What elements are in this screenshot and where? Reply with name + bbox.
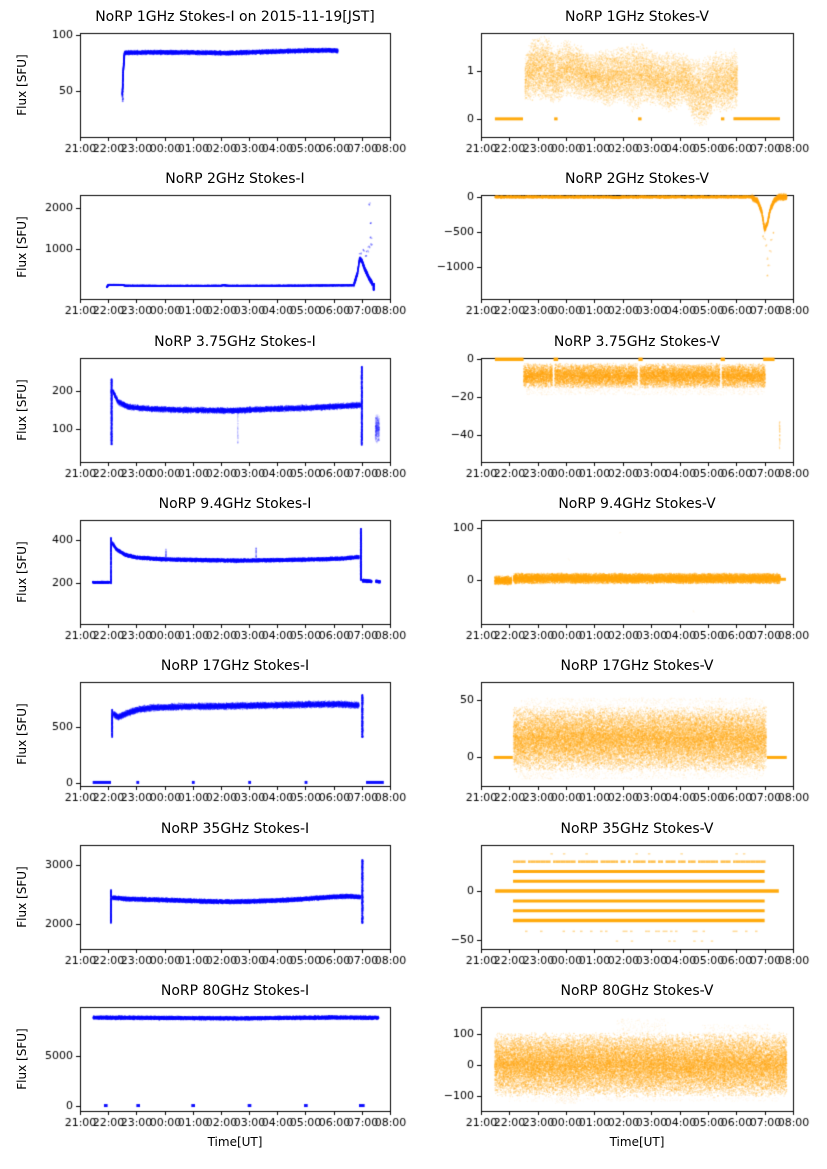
panel-title-9.4ghz-stokes-v: NoRP 9.4GHz Stokes-V [558,496,716,512]
y-axis-label-row2: Flux [SFU] [15,216,29,278]
y-axis-label-row3: Flux [SFU] [15,379,29,441]
x-axis-label-left: Time[UT] [207,1135,263,1149]
x-axis-label-right: Time[UT] [609,1135,665,1149]
panel-title-3.75ghz-stokes-v: NoRP 3.75GHz Stokes-V [553,334,721,350]
panel-title-35ghz-stokes-i: NoRP 35GHz Stokes-I [160,821,310,837]
y-axis-label-row5: Flux [SFU] [15,703,29,765]
panel-title-1ghz-stokes-v: NoRP 1GHz Stokes-V [564,9,709,25]
panel-title-80ghz-stokes-i: NoRP 80GHz Stokes-I [160,983,310,999]
panel-title-17ghz-stokes-i: NoRP 17GHz Stokes-I [160,658,310,674]
panel-title-2ghz-stokes-i: NoRP 2GHz Stokes-I [165,171,305,187]
y-axis-label-row7: Flux [SFU] [15,1028,29,1090]
panel-title-1ghz-stokes-i: NoRP 1GHz Stokes-I on 2015-11-19[JST] [95,9,375,25]
panel-title-2ghz-stokes-v: NoRP 2GHz Stokes-V [564,171,709,187]
y-axis-label-row1: Flux [SFU] [15,54,29,116]
panel-title-9.4ghz-stokes-i: NoRP 9.4GHz Stokes-I [158,496,312,512]
panel-title-80ghz-stokes-v: NoRP 80GHz Stokes-V [560,983,714,999]
panel-title-3.75ghz-stokes-i: NoRP 3.75GHz Stokes-I [154,334,316,350]
panel-title-35ghz-stokes-v: NoRP 35GHz Stokes-V [560,821,714,837]
panel-title-17ghz-stokes-v: NoRP 17GHz Stokes-V [560,658,714,674]
y-axis-label-row4: Flux [SFU] [15,541,29,603]
y-axis-label-row6: Flux [SFU] [15,866,29,928]
